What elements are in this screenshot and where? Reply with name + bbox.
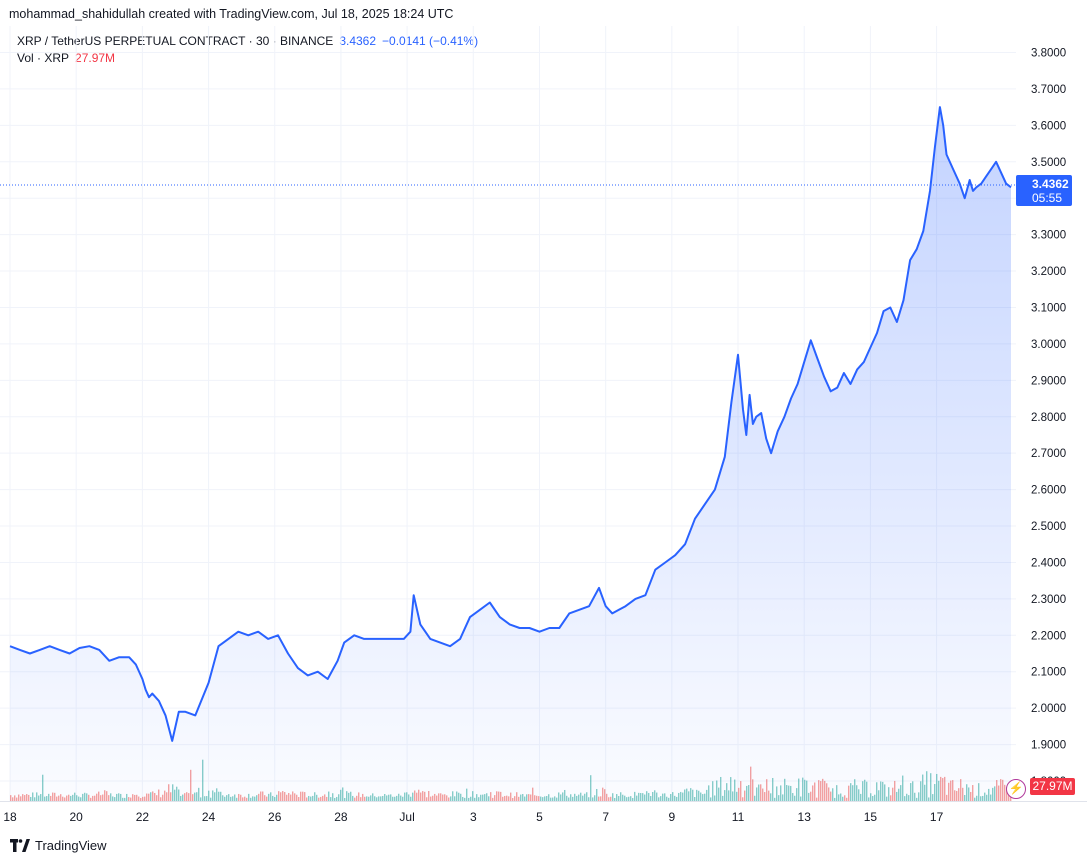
x-tick-label: 9 xyxy=(668,810,675,824)
y-tick-label: 2.2000 xyxy=(1031,630,1066,642)
x-tick-label: 17 xyxy=(930,810,944,824)
y-tick-label: 3.5000 xyxy=(1031,157,1066,169)
last-price-label-value: 3.4362 xyxy=(1032,177,1069,191)
last-price: 3.4362 xyxy=(339,34,377,48)
tradingview-logo-icon xyxy=(10,839,30,852)
y-tick-label: 3.1000 xyxy=(1031,302,1066,314)
price-change: −0.0141 (−0.41%) xyxy=(382,34,479,48)
y-tick-label: 2.5000 xyxy=(1031,521,1066,533)
y-tick-label: 3.8000 xyxy=(1031,48,1066,60)
volume-last-label: 27.97M xyxy=(1030,778,1075,795)
volume-label[interactable]: Vol · XRP xyxy=(17,51,70,65)
x-tick-label: 11 xyxy=(732,810,745,824)
volume-value: 27.97M xyxy=(75,51,116,65)
chart-legend: XRP / TetherUS PERPETUAL CONTRACT · 30 ·… xyxy=(17,33,478,67)
lightning-icon[interactable]: ⚡ xyxy=(1006,779,1026,799)
y-tick-label: 1.9000 xyxy=(1031,740,1066,752)
x-tick-label: 13 xyxy=(798,810,812,824)
x-tick-label: 26 xyxy=(268,810,282,824)
brand-name: TradingView xyxy=(35,838,107,853)
y-tick-label: 2.1000 xyxy=(1031,667,1066,679)
y-tick-label: 2.4000 xyxy=(1031,557,1066,569)
price-axis: 3.80003.70003.60003.50003.40003.30003.20… xyxy=(1031,48,1066,789)
bar-countdown: 05:55 xyxy=(1032,191,1063,205)
x-tick-label: 20 xyxy=(70,810,84,824)
y-tick-label: 2.7000 xyxy=(1031,448,1066,460)
symbol-row[interactable]: XRP / TetherUS PERPETUAL CONTRACT · 30 ·… xyxy=(17,33,478,50)
x-tick-label: 22 xyxy=(136,810,150,824)
symbol-title[interactable]: XRP / TetherUS PERPETUAL CONTRACT · 30 ·… xyxy=(17,34,334,48)
tradingview-brand[interactable]: TradingView xyxy=(10,838,107,853)
x-tick-label: Jul xyxy=(399,810,414,824)
y-tick-label: 3.2000 xyxy=(1031,266,1066,278)
x-tick-label: 7 xyxy=(602,810,609,824)
y-tick-label: 3.6000 xyxy=(1031,120,1066,132)
price-line xyxy=(9,106,1012,742)
chart-credit: mohammad_shahidullah created with Tradin… xyxy=(9,7,454,21)
last-price-label: 3.4362 05:55 xyxy=(1016,175,1072,206)
x-tick-label: 5 xyxy=(536,810,543,824)
y-tick-label: 2.9000 xyxy=(1031,375,1066,387)
x-tick-label: 15 xyxy=(864,810,878,824)
x-tick-label: 18 xyxy=(3,810,17,824)
time-axis: 18 20 22 24 26 28 Jul 3 5 7 9 11 13 15 17 xyxy=(0,801,1087,824)
chart-grid xyxy=(0,26,1016,801)
price-chart[interactable]: 3.80003.70003.60003.50003.40003.30003.20… xyxy=(0,26,1087,836)
x-tick-label: 24 xyxy=(202,810,216,824)
y-tick-label: 3.0000 xyxy=(1031,339,1066,351)
x-tick-label: 3 xyxy=(470,810,477,824)
y-tick-label: 3.3000 xyxy=(1031,230,1066,242)
y-tick-label: 2.8000 xyxy=(1031,412,1066,424)
volume-row[interactable]: Vol · XRP 27.97M xyxy=(17,50,478,67)
y-tick-label: 2.0000 xyxy=(1031,703,1066,715)
y-tick-label: 2.3000 xyxy=(1031,594,1066,606)
price-area-fill xyxy=(10,107,1011,802)
x-tick-label: 28 xyxy=(334,810,348,824)
y-tick-label: 2.6000 xyxy=(1031,485,1066,497)
y-tick-label: 3.7000 xyxy=(1031,84,1066,96)
